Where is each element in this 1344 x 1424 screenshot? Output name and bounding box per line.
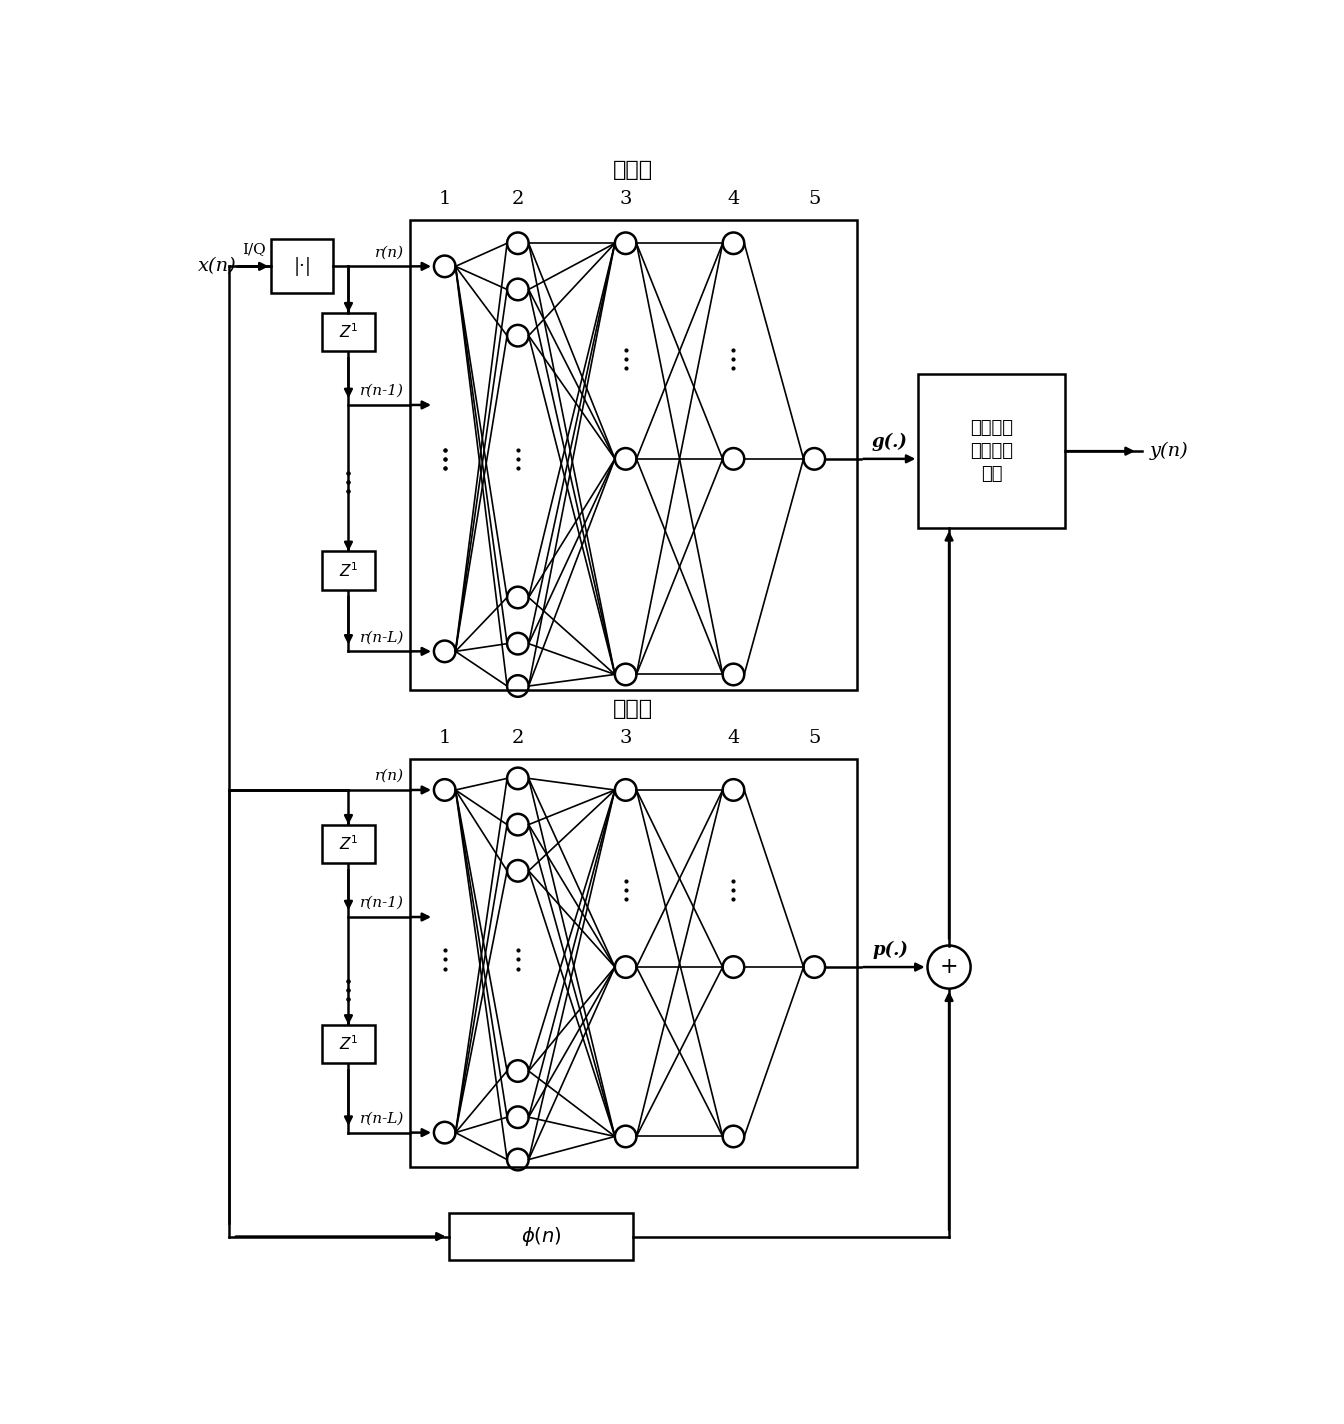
Bar [321,1025,375,1064]
Bar [271,239,333,293]
Text: 1: 1 [438,729,450,746]
Text: $Z^1$: $Z^1$ [339,834,359,853]
Text: 模型层: 模型层 [613,159,653,181]
Text: r(n): r(n) [375,245,405,259]
Text: 3: 3 [620,189,632,208]
Text: 2: 2 [512,189,524,208]
Text: r(n-1): r(n-1) [360,384,405,399]
Bar [918,375,1064,528]
Text: y(n): y(n) [1149,441,1188,460]
Text: r(n): r(n) [375,769,405,783]
Text: 4: 4 [727,189,739,208]
Text: 4: 4 [727,729,739,746]
Text: 坐标: 坐标 [981,466,1003,483]
Text: $Z^1$: $Z^1$ [339,561,359,580]
Bar [321,551,375,590]
Text: $Z^1$: $Z^1$ [339,322,359,342]
Text: +: + [939,956,958,978]
Text: 极坐标变: 极坐标变 [970,419,1013,437]
Bar [449,1213,633,1260]
Bar [321,824,375,863]
Text: g(.): g(.) [872,433,909,451]
Bar [321,312,375,352]
Text: |·|: |·| [293,256,312,276]
Text: p(.): p(.) [872,941,909,960]
Text: 1: 1 [438,189,450,208]
Text: $Z^1$: $Z^1$ [339,1035,359,1054]
Text: $\phi(n)$: $\phi(n)$ [520,1225,562,1247]
Bar [410,221,856,689]
Text: 5: 5 [808,729,820,746]
Text: r(n-L): r(n-L) [360,631,405,645]
Text: 5: 5 [808,189,820,208]
Bar [410,759,856,1168]
Text: 换到直角: 换到直角 [970,443,1013,460]
Text: 3: 3 [620,729,632,746]
Text: x(n): x(n) [199,258,237,275]
Text: r(n-L): r(n-L) [360,1112,405,1126]
Text: r(n-1): r(n-1) [360,896,405,910]
Text: I/Q: I/Q [243,242,266,256]
Text: 2: 2 [512,729,524,746]
Text: 模型层: 模型层 [613,698,653,721]
